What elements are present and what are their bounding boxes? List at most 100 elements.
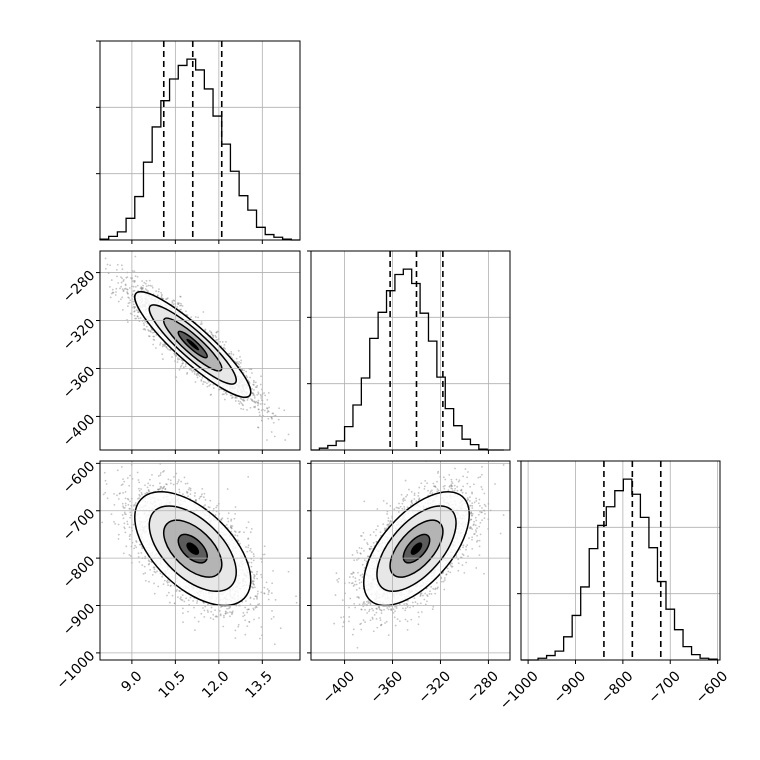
sample-point — [83, 253, 85, 255]
sample-point — [209, 330, 211, 333]
sample-point — [121, 296, 124, 299]
sample-point — [238, 360, 241, 363]
histogram-step-line — [311, 268, 505, 451]
sample-point — [132, 305, 135, 308]
x-tick-label: −1000 — [497, 668, 542, 713]
sample-point — [254, 405, 256, 408]
sample-point — [152, 338, 155, 341]
sample-point — [242, 399, 244, 402]
sample-point — [271, 412, 274, 415]
sample-point — [255, 573, 258, 576]
sample-point — [147, 328, 149, 331]
sample-point — [257, 402, 260, 405]
sample-point — [110, 279, 113, 281]
sample-point — [236, 539, 239, 541]
sample-point — [140, 287, 143, 290]
sample-point — [196, 600, 199, 602]
sample-point — [181, 305, 184, 307]
sample-point — [251, 586, 254, 589]
sample-point — [189, 487, 192, 490]
sample-point — [221, 517, 224, 520]
sample-point — [253, 573, 255, 576]
sample-point — [120, 264, 123, 267]
sample-point — [176, 361, 179, 364]
sample-point — [171, 300, 174, 303]
sample-point — [252, 406, 255, 408]
sample-point — [171, 301, 174, 304]
sample-point — [208, 384, 211, 387]
sample-point — [159, 342, 162, 344]
sample-point — [130, 276, 132, 279]
sample-point — [201, 376, 204, 379]
sample-point — [209, 394, 212, 396]
sample-point — [179, 304, 181, 307]
sample-point — [150, 331, 152, 333]
sample-point — [129, 511, 132, 514]
sample-point — [134, 275, 137, 278]
sample-point — [242, 400, 245, 402]
sample-point — [115, 291, 117, 293]
sample-point — [266, 407, 268, 409]
sample-point — [133, 314, 136, 317]
sample-point — [241, 369, 244, 372]
sample-point — [184, 363, 187, 365]
sample-point — [215, 331, 218, 334]
sample-point — [258, 603, 261, 605]
sample-point — [252, 379, 255, 382]
sample-point — [295, 595, 297, 598]
density-contour — [163, 317, 223, 372]
sample-point — [231, 396, 234, 399]
sample-point — [240, 402, 243, 405]
sample-point — [243, 399, 246, 402]
sample-point — [245, 374, 248, 377]
sample-point — [234, 397, 237, 399]
sample-point — [220, 606, 222, 608]
sample-point — [207, 506, 210, 508]
sample-point — [133, 289, 136, 292]
sample-point — [166, 581, 169, 584]
sample-point — [124, 287, 127, 290]
sample-point — [194, 381, 197, 383]
sample-point — [115, 287, 118, 290]
sample-point — [252, 383, 255, 386]
sample-point — [214, 334, 217, 337]
sample-point — [158, 488, 161, 491]
sample-point — [129, 533, 132, 536]
sample-point — [206, 385, 209, 388]
sample-point — [239, 355, 241, 358]
sample-point — [157, 290, 160, 293]
sample-point — [121, 277, 124, 280]
sample-point — [134, 317, 137, 320]
sample-point — [177, 303, 180, 306]
sample-point — [163, 485, 166, 488]
sample-point — [214, 514, 217, 516]
sample-point — [164, 488, 167, 490]
sample-point — [226, 607, 228, 610]
sample-point — [127, 296, 130, 299]
sample-point — [256, 401, 259, 404]
sample-point — [106, 263, 109, 266]
sample-point — [126, 292, 129, 295]
sample-point — [177, 303, 180, 305]
sample-point — [176, 482, 179, 485]
sample-point — [142, 284, 144, 287]
sample-point — [143, 327, 146, 330]
sample-point — [129, 312, 132, 315]
sample-point — [231, 397, 233, 399]
sample-point — [176, 306, 179, 308]
sample-point — [189, 493, 192, 496]
sample-point — [202, 380, 205, 383]
sample-point — [246, 376, 249, 379]
sample-point — [270, 592, 273, 594]
sample-point — [159, 572, 162, 575]
sample-point — [210, 331, 213, 334]
histogram-panel-0 — [96, 40, 301, 244]
sample-point — [128, 526, 131, 529]
sample-point — [212, 383, 215, 386]
sample-point — [263, 553, 266, 556]
sample-point — [243, 369, 245, 372]
sample-point — [144, 282, 147, 285]
sample-point — [141, 547, 144, 550]
sample-point — [147, 284, 150, 287]
sample-point — [229, 526, 232, 528]
